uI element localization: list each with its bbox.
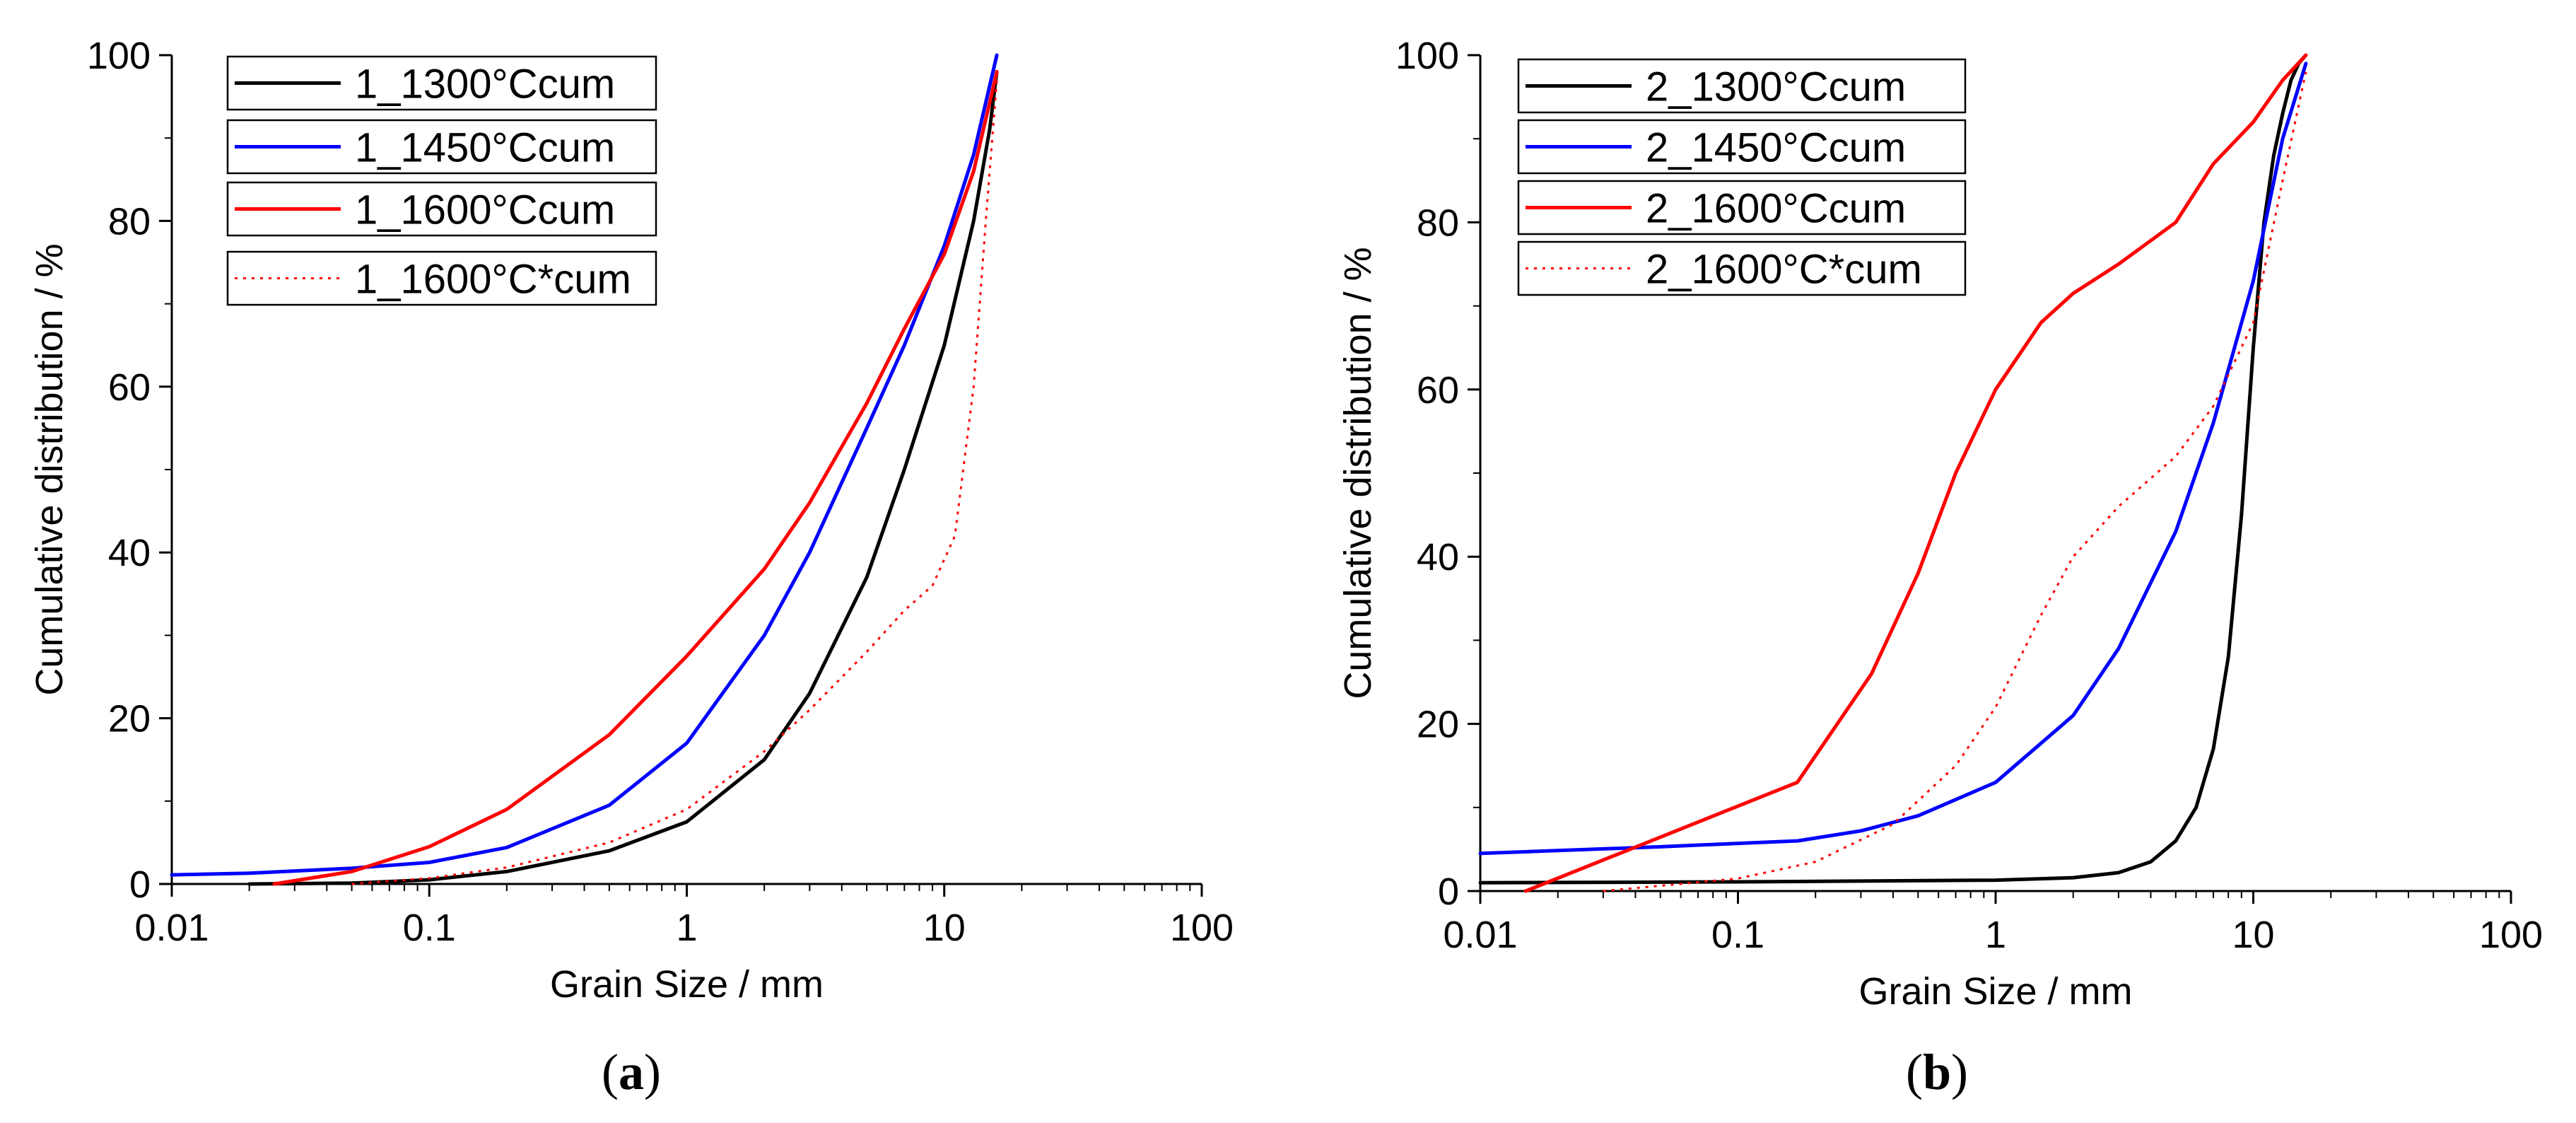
y-tick-label: 60 <box>1417 369 1459 412</box>
y-axis-title: Cumulative distribution / % <box>28 243 71 695</box>
x-axis-title: Grain Size / mm <box>1858 970 2132 1013</box>
legend-entry-3: 1_1600°Ccum <box>226 181 657 237</box>
legend-entry-4: 1_1600°C*cum <box>226 250 657 306</box>
legend-entry-1: 1_1300°Ccum <box>226 55 657 111</box>
y-tick-label: 80 <box>1417 202 1459 244</box>
x-tick-label: 0.01 <box>1443 914 1517 956</box>
x-tick-label: 100 <box>1170 907 1234 949</box>
legend-box <box>226 250 657 306</box>
legend-entry-2: 1_1450°Ccum <box>226 119 657 175</box>
caption-close-paren: ) <box>1951 1044 1968 1100</box>
legend-box <box>1517 240 1967 296</box>
x-tick-label: 0.01 <box>134 907 209 949</box>
legend-label: 2_1300°Ccum <box>1646 64 1906 110</box>
series-line-2 <box>1478 62 2308 856</box>
legend-label: 1_1600°Ccum <box>355 187 615 233</box>
x-tick-label: 100 <box>2479 914 2543 956</box>
x-tick-label: 10 <box>923 907 966 949</box>
series-line-4 <box>1603 71 2307 892</box>
y-tick-label: 0 <box>1438 871 1459 913</box>
legend-label: 1_1600°C*cum <box>355 257 631 303</box>
y-tick-label: 60 <box>108 366 151 409</box>
legend-entry-3: 2_1600°Ccum <box>1517 180 1967 235</box>
series-line-3 <box>1523 53 2308 893</box>
y-tick-label: 100 <box>87 35 151 77</box>
y-tick-label: 80 <box>108 200 151 243</box>
x-tick-label: 1 <box>676 907 697 949</box>
panel-caption: (b) <box>1906 1044 1968 1100</box>
chart-panel-b: 0 20 40 60 80 100 0.01 0.1 1 10 100 Grain Size / mm… <box>1337 35 2543 1100</box>
chart-panel-a: 0 20 40 60 80 100 0.01 0.1 1 10 100 Grain Size / mm… <box>28 35 1234 1100</box>
caption-open-paren: ( <box>1906 1044 1923 1100</box>
y-tick-label: 40 <box>108 532 151 574</box>
y-tick-label: 20 <box>1417 704 1459 746</box>
y-tick-label: 20 <box>108 698 151 740</box>
caption-letter: a <box>619 1044 644 1100</box>
y-tick-label: 100 <box>1395 35 1459 77</box>
y-tick-label: 40 <box>1417 536 1459 578</box>
legend-label: 1_1300°Ccum <box>355 62 615 107</box>
x-tick-label: 1 <box>1985 914 2006 956</box>
caption-close-paren: ) <box>644 1044 661 1100</box>
series-line-4 <box>351 80 998 885</box>
y-axis-title: Cumulative distribution / % <box>1337 247 1379 699</box>
legend-label: 1_1450°Ccum <box>355 125 615 171</box>
legend-label: 2_1600°Ccum <box>1646 186 1906 232</box>
legend-entry-4: 2_1600°C*cum <box>1517 240 1967 296</box>
x-axis-title: Grain Size / mm <box>550 963 824 1006</box>
legend-entry-2: 2_1450°Ccum <box>1517 119 1967 175</box>
legend-box <box>1517 180 1967 235</box>
x-tick-label: 0.1 <box>1711 914 1764 956</box>
caption-letter: b <box>1923 1044 1951 1100</box>
caption-open-paren: ( <box>602 1044 619 1100</box>
y-tick-label: 0 <box>129 863 151 906</box>
legend-label: 2_1450°Ccum <box>1646 125 1906 171</box>
legend-entry-1: 2_1300°Ccum <box>1517 58 1967 114</box>
panel-caption: (a) <box>602 1044 661 1100</box>
x-tick-label: 10 <box>2232 914 2274 956</box>
series-line-1 <box>247 69 999 886</box>
series-line-1 <box>1478 53 2308 885</box>
legend-label: 2_1600°C*cum <box>1646 247 1922 293</box>
x-tick-label: 0.1 <box>403 907 456 949</box>
series-line-3 <box>272 69 999 886</box>
